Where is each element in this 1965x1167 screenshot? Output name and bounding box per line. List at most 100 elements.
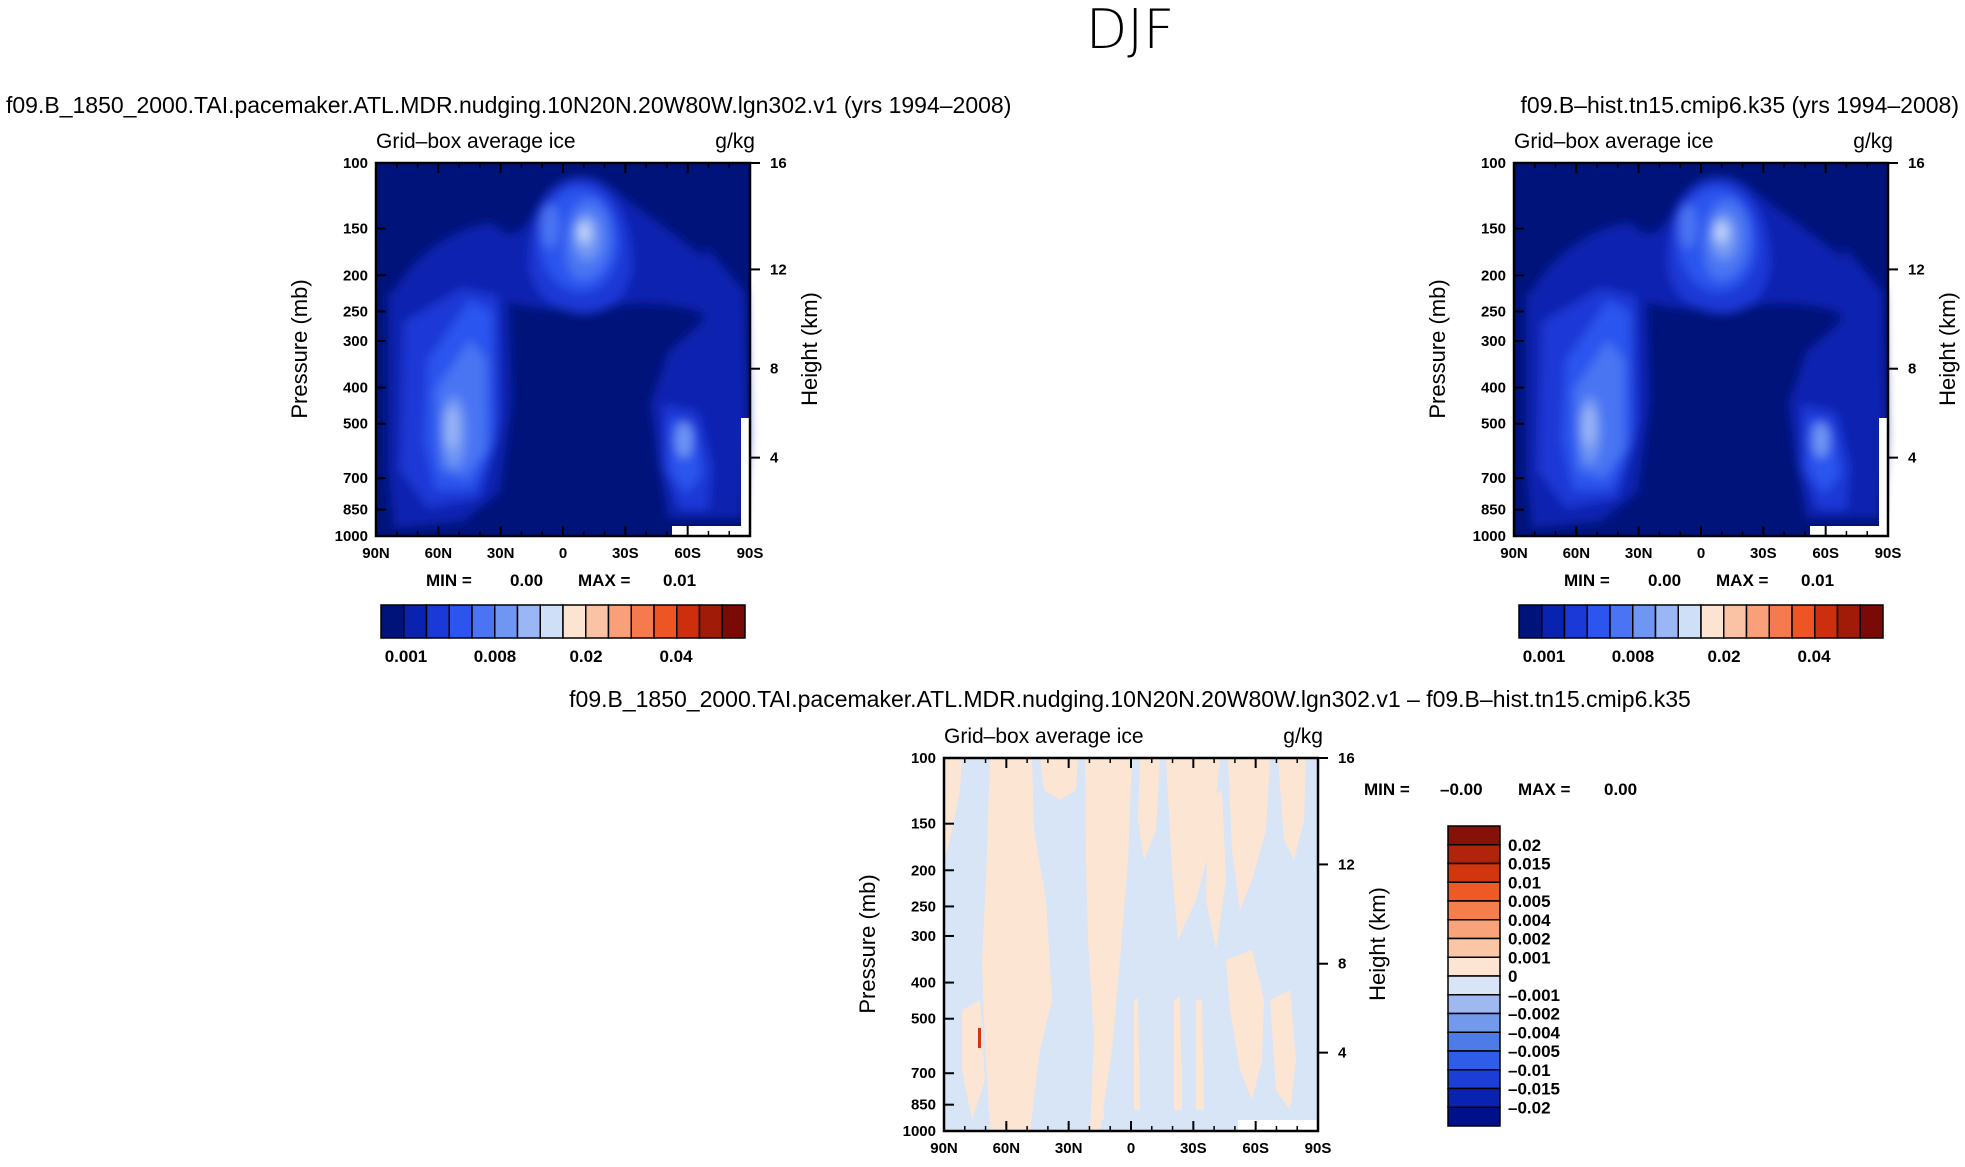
left-units-label: g/kg: [715, 130, 755, 153]
colorbar-label: 0.004: [1508, 911, 1551, 930]
left-panel-title: f09.B_1850_2000.TAI.pacemaker.ATL.MDR.nu…: [6, 92, 1011, 118]
right-y-tick-label: 1000: [1473, 528, 1506, 545]
colorbar-swatch: [1677, 604, 1702, 639]
right-max-label: MAX =: [1716, 571, 1769, 590]
colorbar-label: 0.015: [1508, 855, 1551, 874]
diff-y-right-tick-label: 4: [1338, 1045, 1347, 1062]
left-y-right-tick-label: 4: [770, 450, 779, 467]
left-y-tick-label: 150: [343, 221, 368, 238]
colorbar-label: 0.001: [1523, 647, 1566, 666]
left-y-right-tick-label: 16: [770, 155, 787, 172]
diff-positive-band: [1278, 758, 1306, 860]
left-contour-region: [541, 204, 559, 248]
right-y-tick-label: 300: [1481, 333, 1506, 350]
colorbar-label: 0.02: [1707, 647, 1740, 666]
diff-axes: 90N 60N 30N 0 30S 60S 90S 100 150 200 250 300 400 500…: [903, 750, 1355, 1157]
right-y-tick-label: 200: [1481, 267, 1506, 284]
diff-y-right-tick-label: 16: [1338, 750, 1355, 767]
diff-x-tick-label: 30N: [1055, 1140, 1083, 1157]
colorbar-swatch: [1447, 919, 1501, 940]
diff-positive-band: [1174, 996, 1182, 1110]
colorbar-swatch: [1447, 975, 1501, 996]
left-x-tick-label: 30N: [487, 545, 515, 562]
right-variable-label: Grid–box average ice: [1514, 130, 1714, 153]
left-contour-region: [580, 224, 588, 240]
right-contour-region: [1813, 422, 1829, 458]
right-y-tick-label: 850: [1481, 502, 1506, 519]
colorbar-swatch: [380, 604, 405, 639]
left-x-tick-label: 90S: [737, 545, 764, 562]
colorbar-swatch: [1700, 604, 1725, 639]
left-y-tick-label: 300: [343, 333, 368, 350]
right-x-tick-label: 60S: [1812, 545, 1839, 562]
colorbar-swatch: [1447, 881, 1501, 902]
left-y-tick-label: 200: [343, 267, 368, 284]
left-panel: f09.B_1850_2000.TAI.pacemaker.ATL.MDR.nu…: [6, 92, 1011, 666]
colorbar-label: 0.001: [385, 647, 428, 666]
left-axes: 90N 60N 30N 0 30S 60S 90S 100 150 200 250 300 400 500…: [335, 155, 787, 562]
diff-x-tick-label: 90N: [930, 1140, 958, 1157]
left-y-tick-label: 100: [343, 155, 368, 172]
colorbar-label: –0.004: [1508, 1023, 1561, 1042]
diff-positive-band: [1138, 758, 1160, 860]
colorbar-swatch: [1768, 604, 1793, 639]
diff-x-tick-label: 30S: [1180, 1140, 1207, 1157]
diff-positive-spot: [978, 1028, 981, 1048]
diff-max-value: 0.00: [1604, 780, 1637, 799]
diff-y-tick-label: 850: [911, 1097, 936, 1114]
colorbar-swatch: [494, 604, 519, 639]
right-colorbar: 0.001 0.008 0.02 0.04: [1518, 604, 1884, 666]
colorbar-swatch: [425, 604, 450, 639]
colorbar-swatch: [1447, 825, 1501, 846]
colorbar-swatch: [516, 604, 541, 639]
difference-panel: f09.B_1850_2000.TAI.pacemaker.ATL.MDR.nu…: [569, 686, 1691, 1157]
diff-y-right-axis-label: Height (km): [1365, 887, 1390, 1001]
colorbar-swatch: [653, 604, 678, 639]
diff-stats: MIN = –0.00 MAX = 0.00: [1364, 780, 1637, 799]
right-panel: f09.B–hist.tn15.cmip6.k35 (yrs 1994–2008…: [1425, 92, 1960, 666]
colorbar-swatch: [1447, 1087, 1501, 1108]
colorbar-swatch: [585, 604, 610, 639]
difference-panel-title: f09.B_1850_2000.TAI.pacemaker.ATL.MDR.nu…: [569, 686, 1691, 712]
right-y-tick-label: 500: [1481, 416, 1506, 433]
left-min-label: MIN =: [426, 571, 472, 590]
right-units-label: g/kg: [1853, 130, 1893, 153]
colorbar-swatch: [1447, 900, 1501, 921]
diff-plot-area: 90N 60N 30N 0 30S 60S 90S 100 150 200 250 300 400 500…: [903, 750, 1355, 1157]
colorbar-swatch: [539, 604, 564, 639]
left-y-axis-label: Pressure (mb): [287, 279, 312, 418]
colorbar-swatch: [1447, 844, 1501, 865]
diff-positive-bands: [944, 758, 1306, 1131]
diff-x-tick-label: 90S: [1305, 1140, 1332, 1157]
colorbar-label: –0.01: [1508, 1061, 1551, 1080]
right-y-right-axis-label: Height (km): [1935, 292, 1960, 406]
left-y-right-tick-label: 8: [770, 361, 778, 378]
colorbar-label: 0.008: [474, 647, 517, 666]
diff-positive-band: [1226, 950, 1264, 1100]
left-x-tick-label: 90N: [362, 545, 390, 562]
right-x-tick-label: 90S: [1875, 545, 1902, 562]
diff-positive-band: [1196, 1000, 1204, 1110]
diff-x-tick-label: 60S: [1242, 1140, 1269, 1157]
left-y-tick-label: 1000: [335, 528, 368, 545]
colorbar-label: 0.02: [1508, 836, 1541, 855]
colorbar-swatch: [1723, 604, 1748, 639]
diff-positive-band: [1040, 758, 1078, 800]
colorbar-label: –0.015: [1508, 1080, 1560, 1099]
left-x-tick-label: 0: [559, 545, 567, 562]
left-max-value: 0.01: [663, 571, 696, 590]
right-contour-region: [1717, 224, 1725, 240]
colorbar-label: –0.001: [1508, 986, 1560, 1005]
diff-y-tick-label: 300: [911, 928, 936, 945]
left-min-value: 0.00: [510, 571, 543, 590]
colorbar-swatch: [562, 604, 587, 639]
left-max-label: MAX =: [578, 571, 631, 590]
right-contour-shading: [1526, 177, 1886, 528]
colorbar-swatch: [1447, 1012, 1501, 1033]
right-x-tick-label: 60N: [1563, 545, 1591, 562]
diff-y-right-tick-label: 8: [1338, 956, 1346, 973]
diff-max-label: MAX =: [1518, 780, 1571, 799]
colorbar-swatch: [1447, 956, 1501, 977]
left-y-right-tick-label: 12: [770, 261, 787, 278]
colorbar-label: –0.005: [1508, 1042, 1560, 1061]
